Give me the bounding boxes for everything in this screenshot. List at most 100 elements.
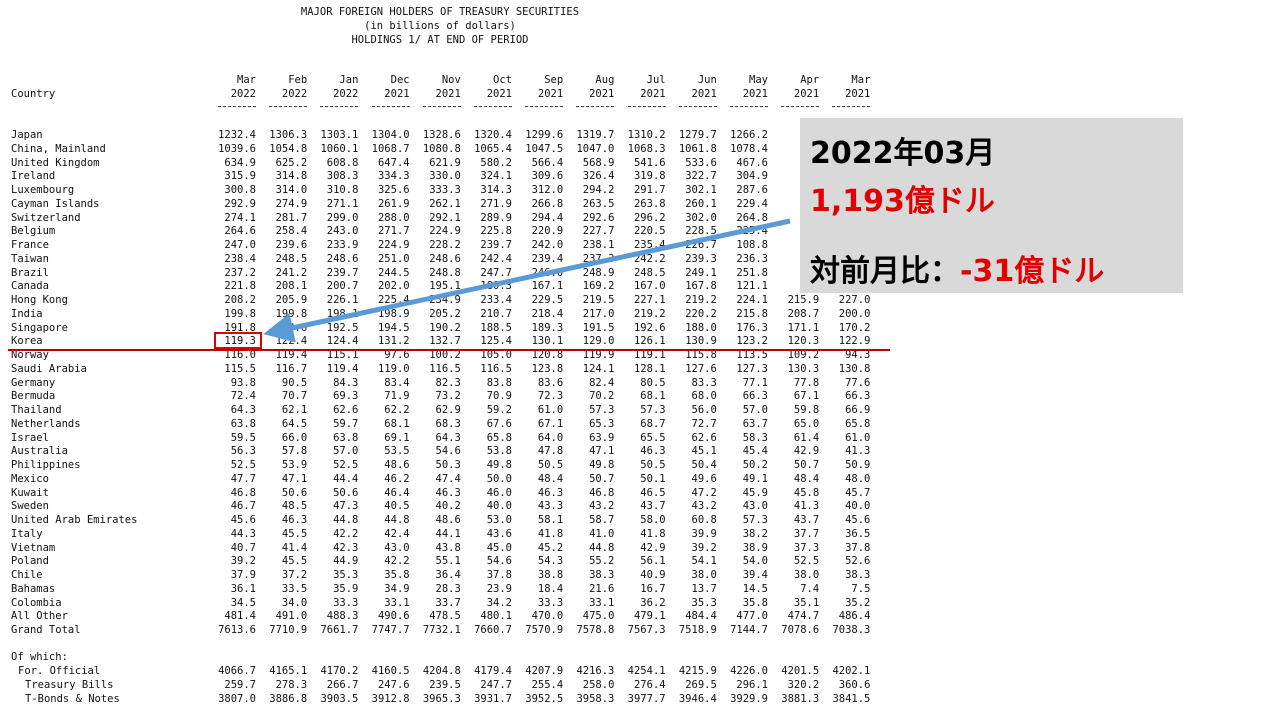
cell: 360.6 bbox=[838, 678, 871, 691]
cell: 47.1 bbox=[281, 472, 308, 485]
cell: 480.1 bbox=[480, 610, 512, 623]
cell: 69.1 bbox=[384, 431, 410, 444]
cell: 42.9 bbox=[793, 445, 820, 458]
cell: 325.6 bbox=[377, 184, 410, 196]
cell: 108.8 bbox=[736, 239, 768, 251]
column-month: Sep bbox=[544, 74, 564, 86]
rule bbox=[269, 106, 308, 107]
cell: 62.1 bbox=[281, 404, 308, 416]
country: Ireland bbox=[11, 170, 56, 183]
cell: 4204.8 bbox=[422, 665, 461, 677]
cell: 3965.3 bbox=[422, 692, 461, 705]
cell: 3841.5 bbox=[832, 692, 871, 705]
cell: 40.5 bbox=[384, 500, 410, 513]
cell: 1078.4 bbox=[730, 142, 768, 155]
cell: 4165.1 bbox=[269, 665, 308, 677]
cell: 40.7 bbox=[230, 541, 256, 554]
cell: 53.9 bbox=[281, 459, 308, 471]
cell: 44.8 bbox=[384, 514, 410, 526]
cell: 50.6 bbox=[281, 486, 308, 499]
cell: 320.2 bbox=[787, 678, 820, 691]
cell: 43.2 bbox=[691, 500, 717, 513]
cell: 7747.7 bbox=[371, 624, 410, 636]
country: Treasury Bills bbox=[25, 678, 114, 691]
cell: 1047.5 bbox=[525, 142, 564, 155]
cell: 1306.3 bbox=[269, 129, 308, 141]
cell: 170.2 bbox=[838, 321, 871, 334]
cell: 478.5 bbox=[429, 610, 461, 623]
cell: 82.3 bbox=[435, 376, 461, 389]
country: China, Mainland bbox=[11, 142, 106, 155]
country: Hong Kong bbox=[11, 294, 68, 306]
cell: 3946.4 bbox=[678, 692, 717, 705]
cell: 7567.3 bbox=[627, 624, 666, 636]
cell: 296.1 bbox=[736, 678, 768, 691]
cell: 113.5 bbox=[736, 349, 768, 361]
cell: 119.4 bbox=[326, 362, 359, 375]
cell: 68.0 bbox=[691, 390, 717, 403]
cell: 50.9 bbox=[845, 459, 871, 471]
column-year: 2021 bbox=[691, 88, 717, 100]
cell: 44.4 bbox=[333, 472, 359, 485]
column-month: May bbox=[749, 74, 768, 86]
cell: 50.4 bbox=[691, 459, 717, 471]
country: Bermuda bbox=[11, 390, 56, 403]
cell: 48.0 bbox=[845, 472, 871, 485]
country: United Kingdom bbox=[11, 156, 100, 169]
cell: 309.6 bbox=[531, 170, 564, 183]
cell: 69.3 bbox=[333, 390, 359, 403]
country: United Arab Emirates bbox=[11, 514, 138, 526]
cell: 35.8 bbox=[384, 569, 410, 581]
cell: 475.0 bbox=[582, 610, 615, 623]
cell: 64.3 bbox=[435, 431, 461, 444]
cell: 64.5 bbox=[281, 417, 308, 430]
cell: 3952.5 bbox=[525, 692, 564, 705]
country: Brazil bbox=[11, 266, 49, 279]
cell: 47.3 bbox=[333, 500, 359, 513]
cell: 474.7 bbox=[787, 610, 820, 623]
country: Japan bbox=[11, 129, 43, 141]
cell: 263.8 bbox=[633, 197, 666, 210]
cell: 199.8 bbox=[224, 307, 256, 320]
country: Saudi Arabia bbox=[11, 362, 87, 375]
change-value: -31億ドル bbox=[960, 254, 1105, 289]
cell: 49.8 bbox=[589, 459, 615, 471]
cell: 45.7 bbox=[845, 486, 871, 499]
cell: 255.4 bbox=[531, 678, 564, 691]
cell: 121.1 bbox=[736, 280, 768, 293]
cell: 53.0 bbox=[486, 514, 512, 526]
country: Kuwait bbox=[11, 486, 49, 499]
cell: 83.3 bbox=[691, 376, 717, 389]
cell: 45.4 bbox=[742, 445, 768, 458]
cell: 50.7 bbox=[793, 459, 820, 471]
cell: 247.7 bbox=[480, 678, 512, 691]
cell: 236.3 bbox=[736, 252, 768, 265]
country: Vietnam bbox=[11, 541, 56, 554]
cell: 62.2 bbox=[384, 404, 410, 416]
cell: 41.4 bbox=[281, 541, 308, 554]
cell: 83.6 bbox=[537, 376, 564, 389]
cell: 200.0 bbox=[838, 307, 871, 320]
rule bbox=[730, 106, 768, 107]
cell: 46.8 bbox=[589, 486, 615, 499]
cell: 52.5 bbox=[333, 459, 359, 471]
callout: 2022年03月 1,193億ドル 対前月比：-31億ドル bbox=[800, 118, 1183, 293]
cell: 44.8 bbox=[333, 514, 359, 526]
cell: 330.0 bbox=[429, 170, 461, 183]
cell: 124.1 bbox=[582, 362, 615, 375]
country: Thailand bbox=[11, 404, 62, 416]
cell: 35.2 bbox=[845, 596, 871, 609]
cell: 54.6 bbox=[435, 445, 461, 458]
column-header: Country bbox=[11, 88, 56, 100]
cell: 484.4 bbox=[685, 610, 717, 623]
cell: 43.2 bbox=[589, 500, 615, 513]
cell: 44.8 bbox=[589, 541, 615, 554]
cell: 84.3 bbox=[333, 376, 359, 389]
cell: 315.9 bbox=[224, 170, 256, 183]
cell: 7.5 bbox=[851, 582, 871, 595]
cell: 287.6 bbox=[736, 184, 768, 196]
country: Italy bbox=[11, 527, 43, 540]
cell: 39.2 bbox=[691, 541, 717, 554]
cell: 68.3 bbox=[435, 417, 461, 430]
cell: 568.9 bbox=[582, 156, 615, 169]
